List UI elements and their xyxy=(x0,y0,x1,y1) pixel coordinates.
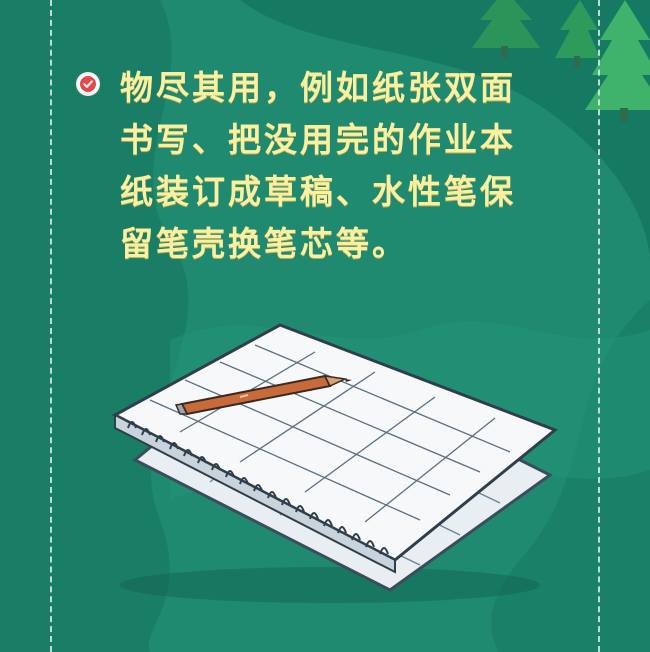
tip-line-1: 物尽其用，例如纸张双面 xyxy=(120,68,516,107)
check-circle-icon xyxy=(78,74,98,94)
tip-text: 物尽其用，例如纸张双面 书写、把没用完的作业本 纸装订成草稿、水性笔保 留笔壳换… xyxy=(120,62,516,270)
spiral-binding xyxy=(127,421,389,555)
wave-band-top xyxy=(240,0,650,260)
dashed-border-left xyxy=(50,0,52,652)
tip-line-2: 书写、把没用完的作业本 xyxy=(120,120,516,159)
notebook-illustration xyxy=(111,323,558,603)
wave-band-left xyxy=(0,0,189,652)
tip-line-3: 纸装订成草稿、水性笔保 xyxy=(120,172,516,211)
tree-icon xyxy=(585,0,650,122)
pen-icon xyxy=(174,374,352,416)
front-notebook xyxy=(111,323,558,574)
dashed-border-right xyxy=(598,0,600,652)
tree-icon xyxy=(555,0,600,68)
tree-icon xyxy=(472,0,540,58)
tip-line-4: 留笔壳换笔芯等。 xyxy=(120,224,408,263)
